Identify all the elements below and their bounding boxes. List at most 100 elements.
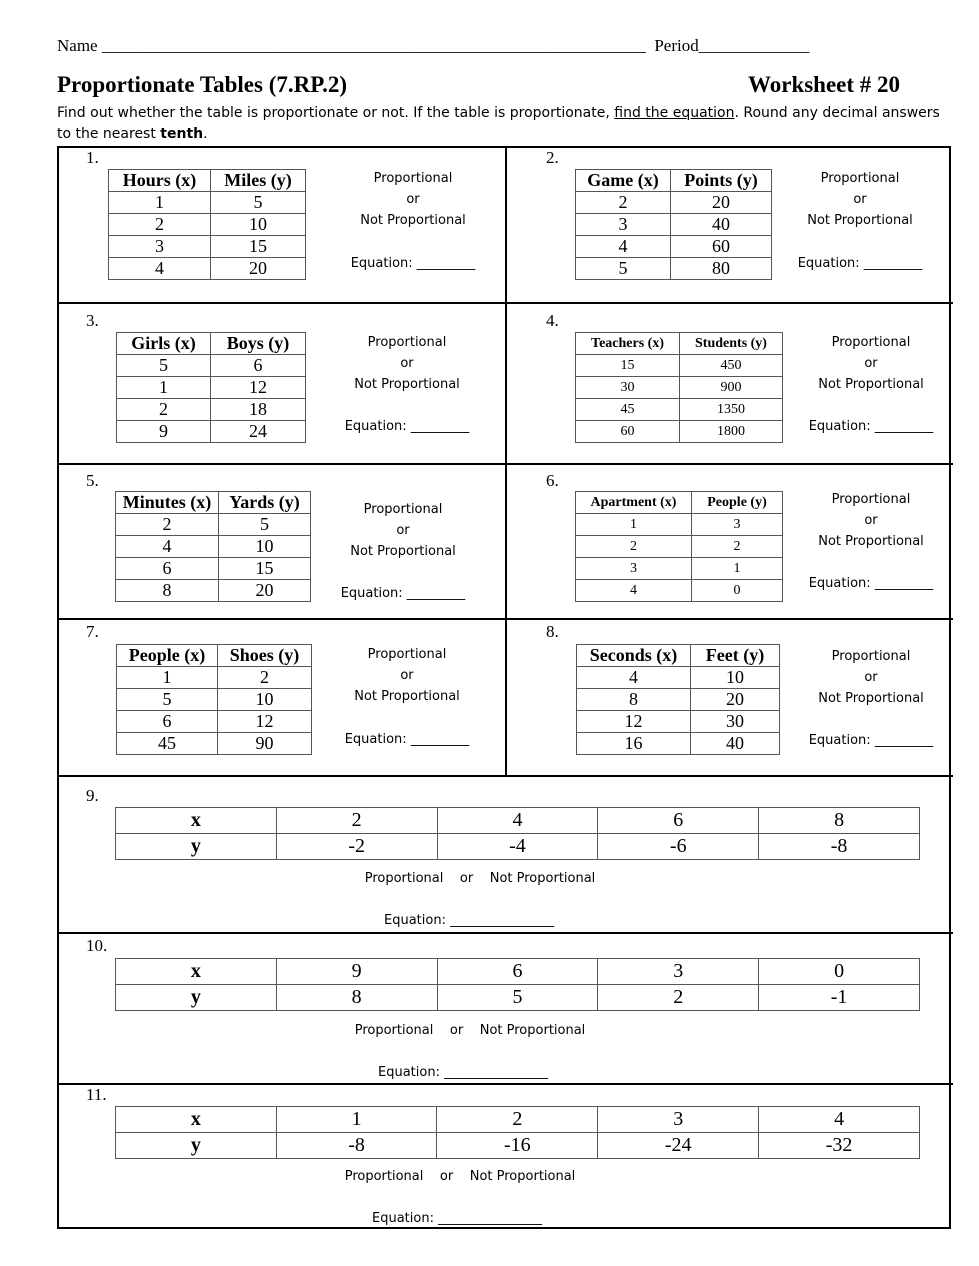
table-cell: 12: [217, 710, 312, 733]
equation-blank: ________________: [444, 1065, 549, 1080]
column-header: Hours (x): [108, 169, 211, 192]
or-text: or: [396, 523, 410, 538]
table-cell: 10: [210, 213, 306, 236]
page-title: Proportionate Tables (7.RP.2): [57, 72, 348, 97]
or-text: or: [459, 871, 474, 886]
choice-line: Proportional or Not Proportional: [0, 1169, 920, 1184]
not-proportional-option: Not Proportional: [818, 377, 924, 392]
equation-line: Equation: _________: [327, 419, 487, 434]
table-row: y -2 -4 -6 -8: [115, 833, 920, 860]
problem-number: 7.: [86, 622, 99, 641]
row-header: x: [115, 1106, 277, 1133]
not-proportional-option: Not Proportional: [360, 213, 466, 228]
table-cell: 10: [217, 688, 312, 711]
not-proportional-option: Not Proportional: [354, 689, 460, 704]
choice-line: Proportional or Not Proportional: [0, 1023, 940, 1038]
column-header: Game (x): [575, 169, 671, 192]
table-cell: 90: [217, 732, 312, 755]
ratio-table: Minutes (x) Yards (y) 2 5 4 10 6 15 8 20: [115, 491, 311, 602]
table-row: 9 24: [116, 420, 306, 443]
table-cell: 60: [670, 235, 772, 258]
table-cell: 2: [597, 984, 760, 1011]
or-text: or: [406, 192, 420, 207]
equation-line: Equation: ________________: [378, 1065, 548, 1080]
table-cell: 1: [116, 666, 218, 689]
equation-blank: _________: [410, 732, 470, 747]
table-cell: -1: [758, 984, 920, 1011]
table-cell: 0: [758, 958, 920, 985]
section-divider: [57, 932, 953, 934]
instructions-text-2: . Round any decimal answers to the neare…: [57, 105, 940, 142]
table-cell: 4: [576, 666, 691, 689]
table-row: 3 40: [575, 213, 772, 236]
table-row: 30 900: [575, 376, 783, 399]
table-row: 4 10: [576, 666, 780, 689]
or-text: or: [864, 356, 878, 371]
column-header: Minutes (x): [115, 491, 219, 514]
table-cell: 9: [116, 420, 211, 443]
table-cell: -8: [275, 1132, 438, 1159]
equation-blank: _________: [406, 586, 466, 601]
table-row: 2 10: [108, 213, 306, 236]
problem-number: 2.: [546, 148, 559, 167]
problem-number: 3.: [86, 311, 99, 330]
not-proportional-option: Not Proportional: [807, 213, 913, 228]
table-row: 8 20: [576, 688, 780, 711]
table-cell: 5: [210, 191, 306, 214]
period-label: Period: [654, 36, 699, 55]
equation-line: Equation: _________: [323, 586, 483, 601]
row-header: y: [115, 1132, 277, 1159]
table-cell: 8: [275, 984, 438, 1011]
column-header: People (x): [116, 644, 218, 667]
equation-line: Equation: ________________: [372, 1211, 542, 1226]
table-cell: 18: [210, 398, 306, 421]
table-cell: -16: [436, 1132, 599, 1159]
section-divider: [57, 1083, 953, 1085]
column-header: Girls (x): [116, 332, 211, 355]
table-cell: 6: [436, 958, 599, 985]
equation-blank: _________: [416, 256, 476, 271]
equation-line: Equation: _________: [780, 256, 940, 271]
table-cell: 4: [575, 579, 692, 602]
table-cell: -24: [597, 1132, 760, 1159]
equation-label: Equation:: [797, 256, 860, 271]
table-cell: 900: [679, 376, 783, 399]
table-cell: 20: [218, 579, 311, 602]
table-header-row: Minutes (x) Yards (y): [115, 491, 311, 514]
worksheet-number: Worksheet # 20: [748, 72, 901, 97]
table-cell: 450: [679, 354, 783, 377]
instructions-bold: tenth: [160, 126, 204, 142]
table-row: 1 12: [116, 376, 306, 399]
table-row: 16 40: [576, 732, 780, 755]
row-header: x: [115, 807, 277, 834]
table-cell: 6: [116, 710, 218, 733]
table-cell: 3: [575, 213, 671, 236]
table-cell: 2: [108, 213, 211, 236]
table-cell: 6: [597, 807, 760, 834]
table-cell: 0: [691, 579, 783, 602]
table-row: 4 10: [115, 535, 311, 558]
ratio-table: Teachers (x) Students (y) 15 450 30 900 45 1350…: [575, 332, 783, 443]
ratio-table: People (x) Shoes (y) 1 2 5 10 6 12 45 90: [116, 644, 312, 755]
or-text: or: [864, 670, 878, 685]
table-cell: 2: [575, 535, 692, 558]
table-cell: 12: [576, 710, 691, 733]
table-cell: 6: [115, 557, 219, 580]
proportional-option: Proportional: [344, 1169, 424, 1184]
table-row: 5 80: [575, 257, 772, 280]
equation-line: Equation: ________________: [384, 913, 554, 928]
table-header-row: Game (x) Points (y): [575, 169, 772, 192]
ratio-table: Hours (x) Miles (y) 1 5 2 10 3 15 4 20: [108, 169, 306, 280]
proportional-option: Proportional: [373, 171, 453, 186]
column-header: Boys (y): [210, 332, 306, 355]
name-label: Name: [57, 36, 98, 55]
